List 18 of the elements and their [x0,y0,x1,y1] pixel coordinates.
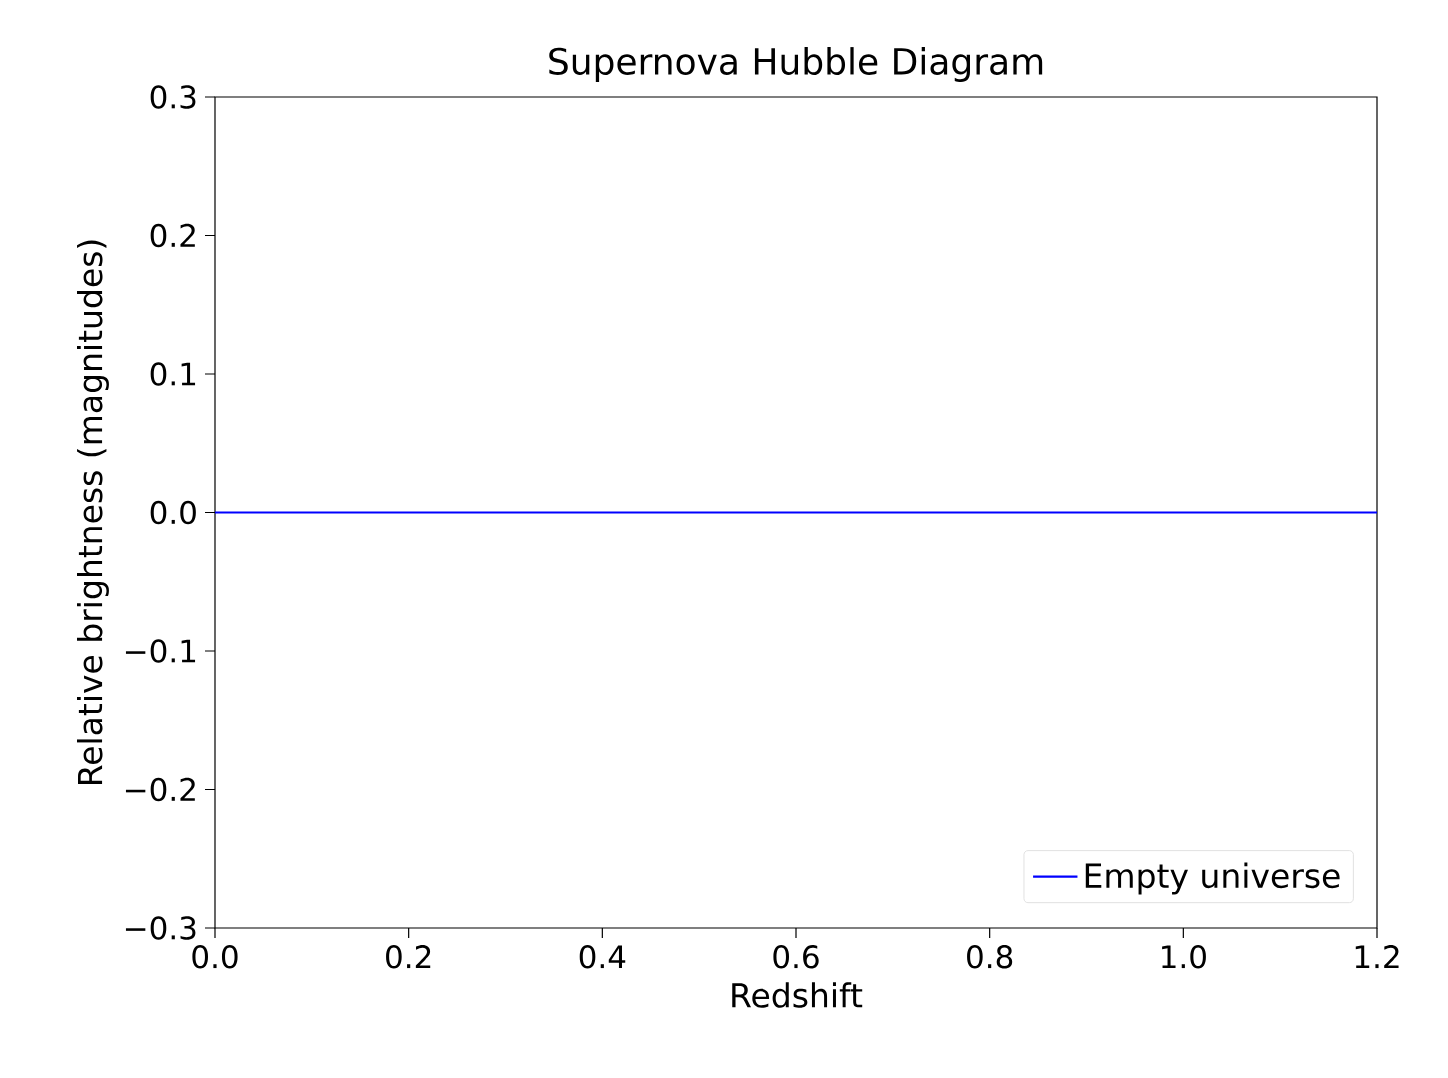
x-tick-label: 0.0 [192,945,238,969]
x-tick-label: 0.4 [579,945,626,969]
y-tick-label: 0.1 [150,362,196,386]
y-axis-title: Relative brightness (magnitudes) [77,240,109,785]
y-tick-label: 0.2 [150,223,195,248]
x-tick-label: 0.6 [773,945,819,969]
x-tick-label: 1.0 [1162,945,1206,969]
x-tick-label: 0.2 [386,945,431,969]
chart-title: Supernova Hubble Diagram [549,47,1043,82]
y-tick-label: −0.3 [125,916,196,940]
y-tick-label: 0.3 [150,85,196,109]
x-axis-title: Redshift [732,982,863,1008]
legend-label: Empty universe [1085,862,1340,895]
y-tick-label: −0.2 [125,777,195,802]
y-tick-label: 0.0 [150,500,196,525]
y-tick-label: −0.1 [125,639,196,663]
x-tick-label: 0.8 [967,945,1013,969]
x-tick-label: 1.2 [1355,945,1399,969]
